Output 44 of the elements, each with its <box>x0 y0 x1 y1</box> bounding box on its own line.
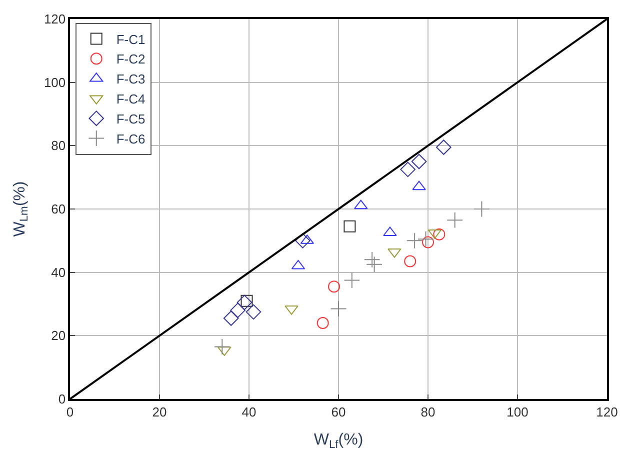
point <box>474 200 490 218</box>
y-tick-label: 40 <box>51 264 66 280</box>
x-tick-label: 20 <box>152 404 167 420</box>
y-tick-label: 80 <box>51 138 66 154</box>
y-tick-label: 120 <box>44 12 66 27</box>
point <box>344 272 360 288</box>
legend-label: F-C5 <box>116 111 146 126</box>
legend-label: F-C6 <box>116 131 146 146</box>
x-tick-label: 40 <box>242 404 256 420</box>
x-axis-title: W$_{Lf}$(%) <box>314 432 364 451</box>
x-tick-label: 100 <box>506 404 528 420</box>
point <box>230 302 246 318</box>
point <box>354 200 368 210</box>
point <box>411 154 427 170</box>
point <box>316 317 329 329</box>
point <box>406 232 423 249</box>
x-tick-label: 120 <box>596 404 618 420</box>
y-tick-label: 0 <box>58 392 66 407</box>
point <box>412 180 426 190</box>
legend-label: F-C1 <box>116 32 146 47</box>
point <box>422 236 434 248</box>
x-tick-label: 60 <box>331 404 346 420</box>
legend-label: F-C2 <box>116 52 146 67</box>
point <box>330 300 347 317</box>
point <box>404 255 416 268</box>
point <box>418 230 434 248</box>
point <box>246 304 262 320</box>
point <box>223 310 239 326</box>
y-tick-label: 20 <box>51 328 66 344</box>
point <box>400 162 416 178</box>
legend-label: F-C3 <box>116 72 146 87</box>
point <box>214 338 230 355</box>
point <box>436 140 452 155</box>
x-tick-label: 80 <box>420 404 436 420</box>
y-tick-label: 60 <box>51 202 66 217</box>
point <box>236 294 252 310</box>
y-tick-label: 100 <box>44 74 66 90</box>
point <box>328 280 340 293</box>
legend-label: F-C4 <box>116 92 146 107</box>
point <box>344 220 356 232</box>
point <box>364 251 380 268</box>
point <box>433 228 446 240</box>
point <box>366 256 382 273</box>
point <box>446 212 464 228</box>
